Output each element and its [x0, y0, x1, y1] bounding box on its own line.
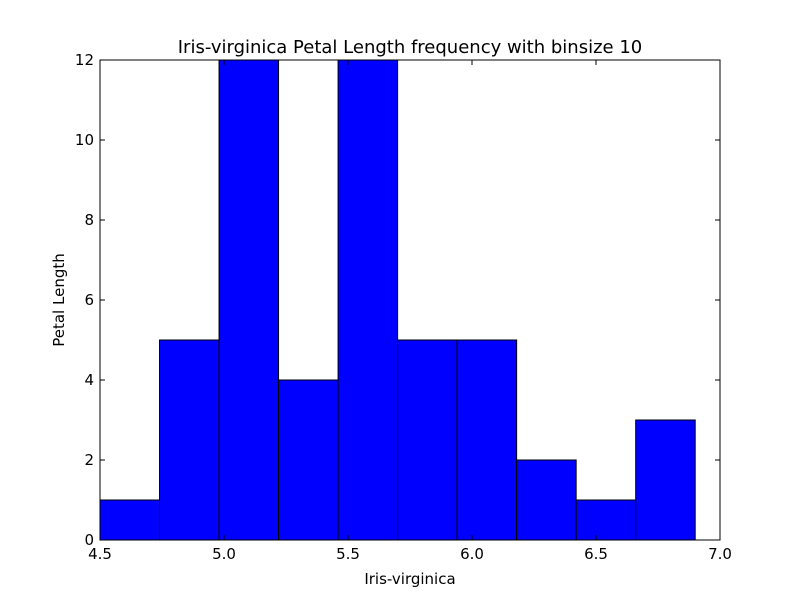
bar-3 — [278, 379, 339, 541]
x-tick-label-4: 6.5 — [584, 545, 608, 563]
bar-4 — [337, 59, 399, 541]
bars — [99, 59, 696, 541]
chart-title: Iris-virginica Petal Length frequency wi… — [178, 37, 643, 58]
bar-5 — [397, 339, 458, 541]
bar-2 — [218, 59, 280, 541]
x-tick-label-3: 6.0 — [460, 545, 484, 563]
y-tick-label-3: 6 — [84, 291, 94, 309]
bar-6 — [456, 339, 518, 541]
x-tick-label-1: 5.0 — [212, 545, 236, 563]
bar-7 — [516, 459, 577, 541]
x-axis-label: Iris-virginica — [364, 570, 455, 588]
bar-9 — [635, 419, 696, 541]
y-tick-label-2: 4 — [84, 371, 94, 389]
y-tick-label-4: 8 — [84, 211, 94, 229]
bar-0 — [99, 499, 161, 541]
y-tick-label-6: 12 — [75, 51, 94, 69]
bar-1 — [159, 339, 220, 541]
bar-8 — [575, 499, 637, 541]
x-tick-label-0: 4.5 — [88, 545, 112, 563]
x-tick-label-5: 7.0 — [708, 545, 732, 563]
y-tick-label-1: 2 — [84, 451, 94, 469]
y-axis-ticks: 0 2 4 6 8 10 12 — [75, 51, 720, 549]
y-tick-label-0: 0 — [84, 531, 94, 549]
x-axis-ticks: 4.5 5.0 5.5 6.0 6.5 7.0 — [88, 60, 732, 563]
y-tick-label-5: 10 — [75, 131, 94, 149]
y-axis-label: Petal Length — [50, 253, 68, 347]
x-tick-label-2: 5.5 — [336, 545, 360, 563]
